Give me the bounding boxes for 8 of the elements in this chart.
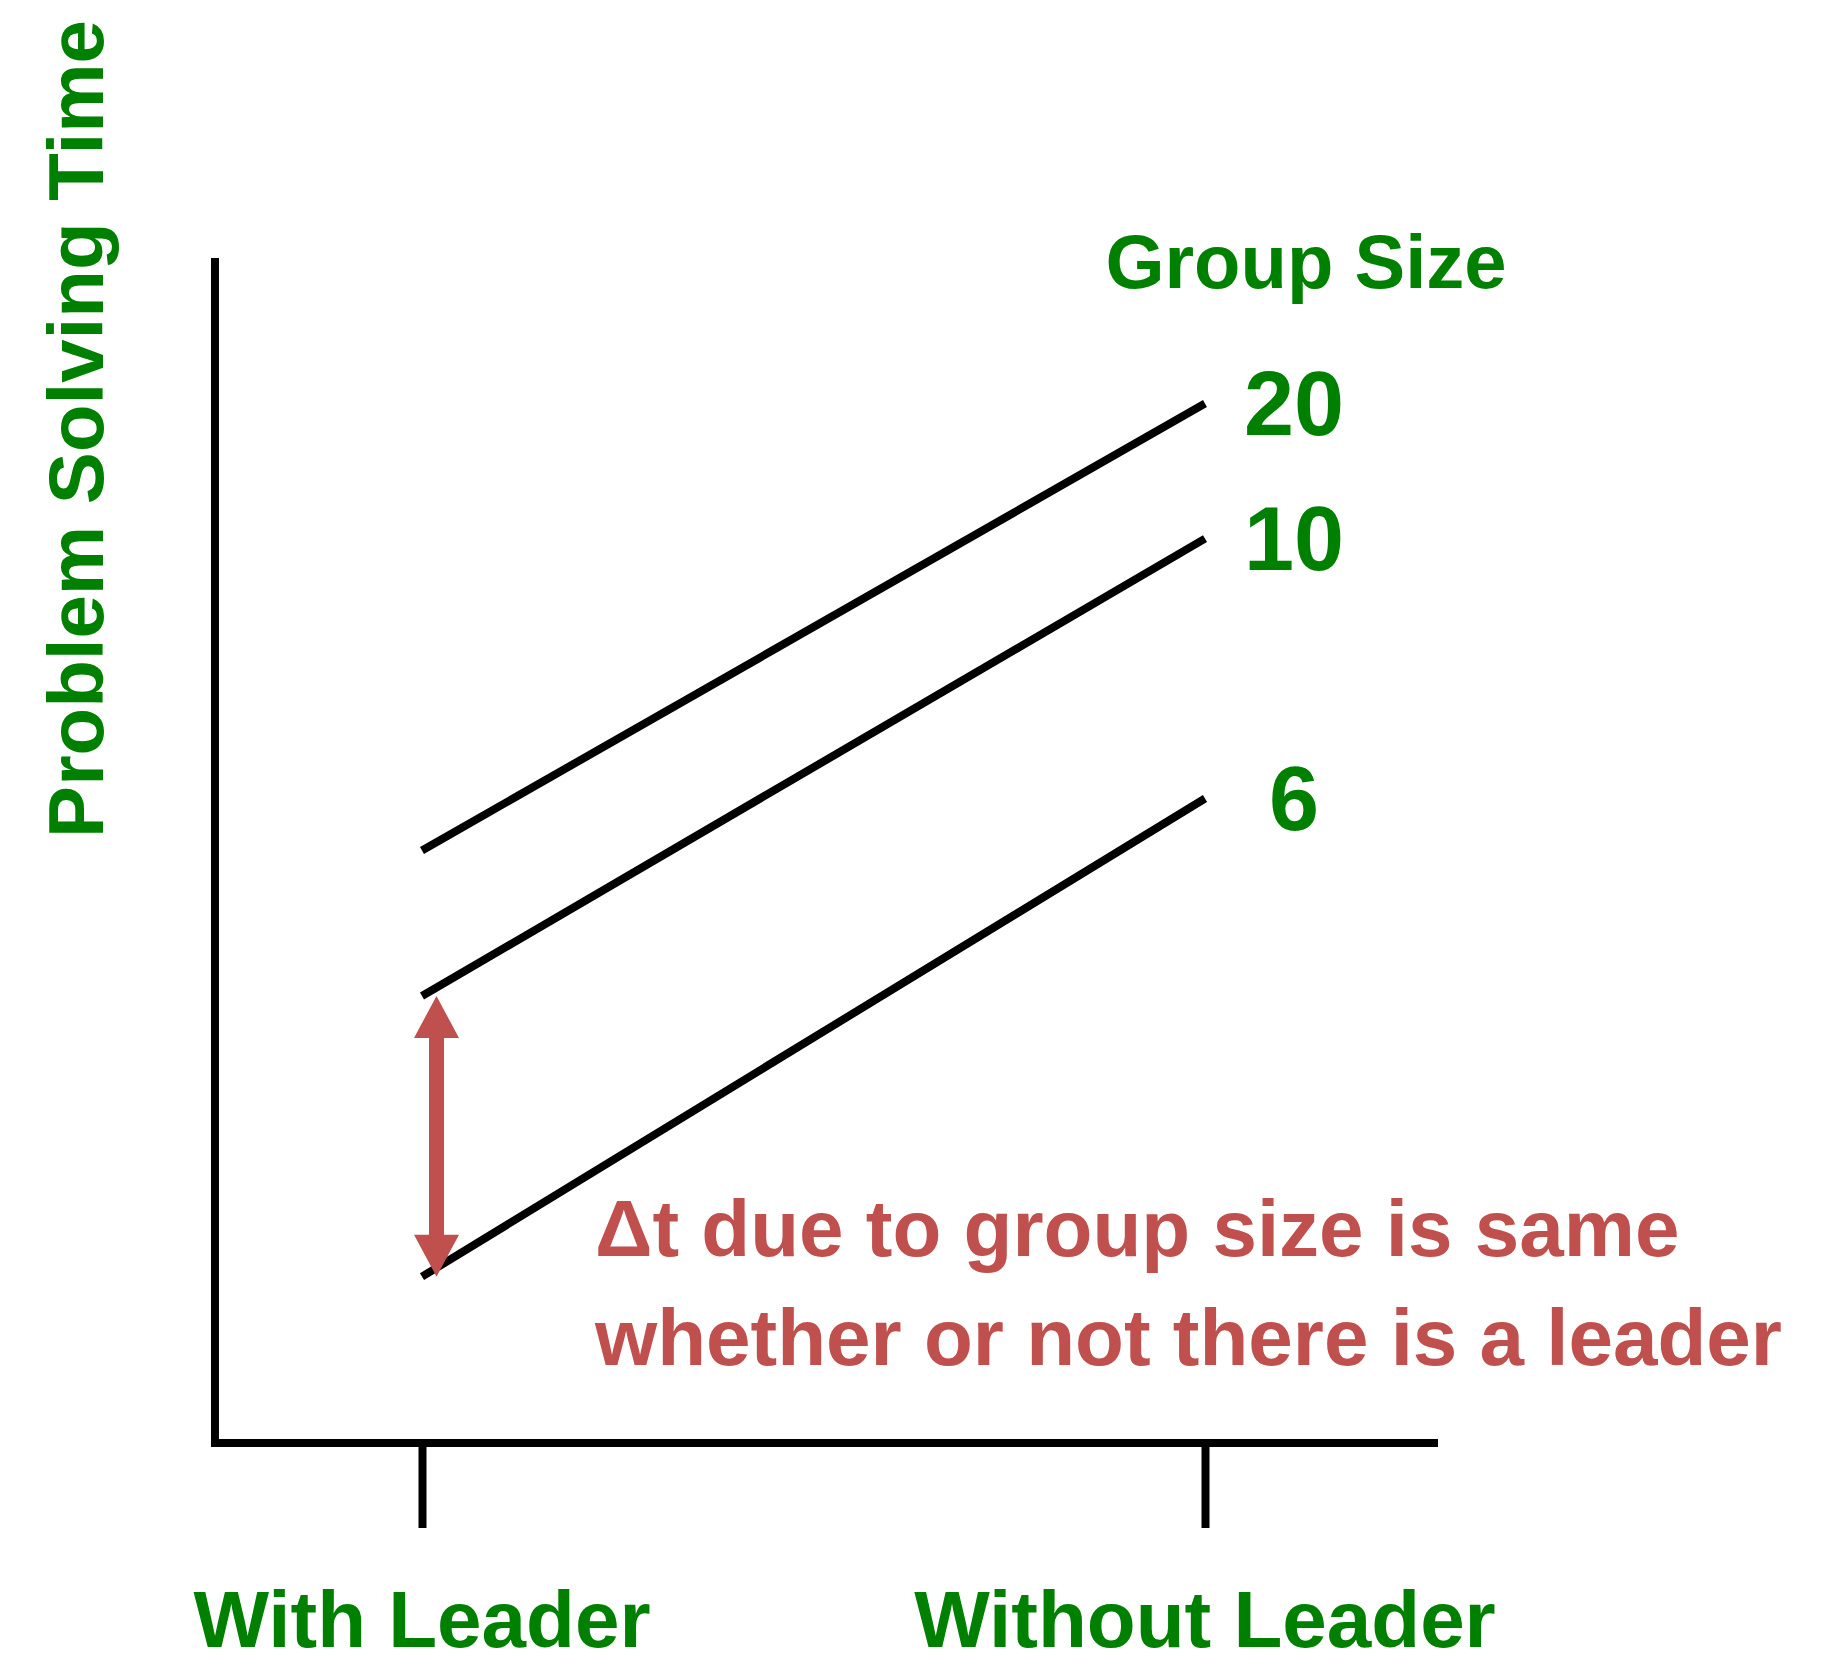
series-label: 20 — [1243, 353, 1345, 454]
legend-title: Group Size — [1105, 219, 1507, 304]
x-tick-label: With Leader — [193, 1575, 651, 1665]
series-label: 6 — [1268, 748, 1320, 849]
x-tick-label: Without Leader — [914, 1575, 1496, 1665]
series-label: 10 — [1243, 488, 1345, 589]
y-axis-title: Problem Solving Time — [32, 20, 120, 838]
annotation: Δt due to group size is same whether or not there is a leader — [595, 1183, 1783, 1384]
